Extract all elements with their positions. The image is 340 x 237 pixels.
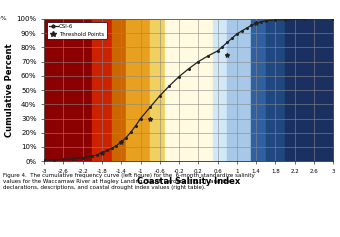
Bar [126, 19, 150, 161]
Bar [285, 19, 333, 161]
Point [99, 151, 105, 155]
Point [119, 140, 124, 144]
Bar [150, 19, 165, 161]
Point [148, 117, 153, 120]
Bar [227, 19, 251, 161]
Bar [44, 19, 92, 161]
Y-axis label: Cumulative Percent: Cumulative Percent [5, 43, 14, 137]
X-axis label: Coastal Salinity Index: Coastal Salinity Index [137, 177, 240, 186]
Bar [213, 19, 227, 161]
Bar [165, 19, 213, 161]
Text: 100%: 100% [0, 16, 7, 22]
Text: Figure 4.  The cumulative frequency curve (left figure) for the  6-month standar: Figure 4. The cumulative frequency curve… [3, 173, 255, 190]
Bar [251, 19, 266, 161]
Point [224, 53, 230, 56]
Bar [112, 19, 126, 161]
Point [253, 21, 259, 25]
Legend: CSI-6, Threshold Points: CSI-6, Threshold Points [47, 22, 106, 39]
Bar [92, 19, 112, 161]
Bar [266, 19, 285, 161]
